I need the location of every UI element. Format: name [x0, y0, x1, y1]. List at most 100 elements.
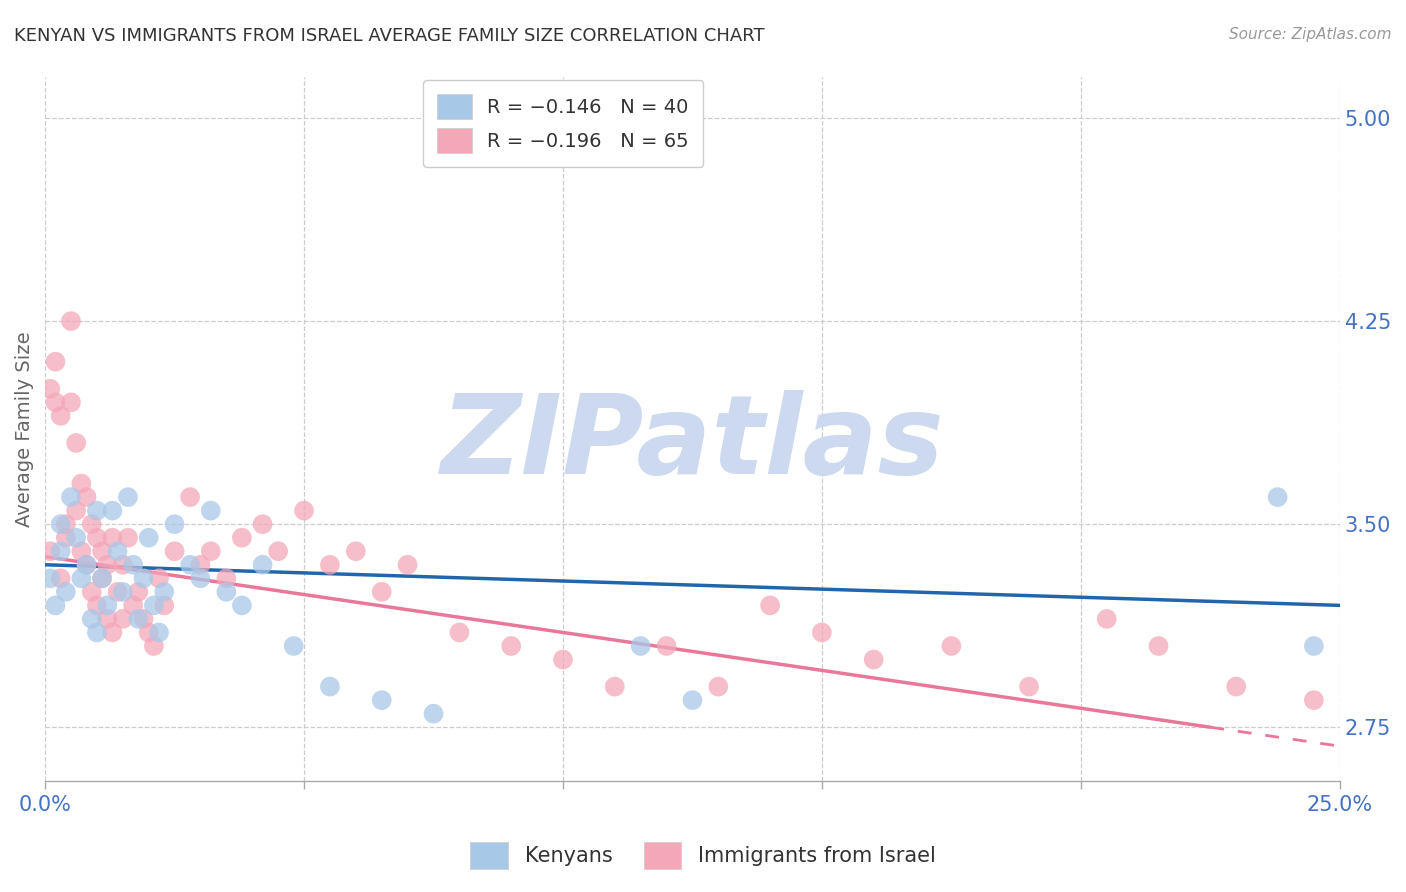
Point — [319, 558, 342, 572]
Point — [319, 680, 342, 694]
Point — [91, 571, 114, 585]
Point — [117, 531, 139, 545]
Point — [101, 503, 124, 517]
Point — [80, 517, 103, 532]
Point — [148, 625, 170, 640]
Point — [44, 355, 66, 369]
Point — [231, 531, 253, 545]
Point — [759, 599, 782, 613]
Point — [86, 531, 108, 545]
Point — [111, 558, 134, 572]
Point — [96, 612, 118, 626]
Point — [111, 585, 134, 599]
Point — [292, 503, 315, 517]
Point — [65, 531, 87, 545]
Point — [215, 585, 238, 599]
Point — [200, 503, 222, 517]
Point — [190, 571, 212, 585]
Point — [122, 599, 145, 613]
Point — [501, 639, 523, 653]
Point — [370, 693, 392, 707]
Point — [39, 382, 62, 396]
Point — [55, 517, 77, 532]
Point — [138, 531, 160, 545]
Point — [96, 558, 118, 572]
Point — [122, 558, 145, 572]
Point — [76, 490, 98, 504]
Point — [86, 625, 108, 640]
Point — [76, 558, 98, 572]
Point — [60, 490, 83, 504]
Point — [49, 409, 72, 423]
Point — [811, 625, 834, 640]
Point — [941, 639, 963, 653]
Point — [142, 599, 165, 613]
Point — [190, 558, 212, 572]
Point — [80, 585, 103, 599]
Point — [70, 544, 93, 558]
Point — [1147, 639, 1170, 653]
Point — [142, 639, 165, 653]
Point — [231, 599, 253, 613]
Point — [215, 571, 238, 585]
Text: KENYAN VS IMMIGRANTS FROM ISRAEL AVERAGE FAMILY SIZE CORRELATION CHART: KENYAN VS IMMIGRANTS FROM ISRAEL AVERAGE… — [14, 27, 765, 45]
Point — [60, 395, 83, 409]
Point — [1225, 680, 1247, 694]
Point — [44, 395, 66, 409]
Point — [55, 585, 77, 599]
Point — [1267, 490, 1289, 504]
Point — [681, 693, 703, 707]
Point — [179, 490, 201, 504]
Point — [101, 625, 124, 640]
Point — [101, 531, 124, 545]
Legend: Kenyans, Immigrants from Israel: Kenyans, Immigrants from Israel — [463, 834, 943, 877]
Point — [655, 639, 678, 653]
Point — [49, 544, 72, 558]
Point — [1095, 612, 1118, 626]
Point — [396, 558, 419, 572]
Point — [163, 517, 186, 532]
Point — [127, 585, 149, 599]
Point — [60, 314, 83, 328]
Point — [39, 571, 62, 585]
Point — [370, 585, 392, 599]
Point — [1302, 693, 1324, 707]
Point — [91, 571, 114, 585]
Text: ZIPatlas: ZIPatlas — [440, 390, 945, 497]
Point — [283, 639, 305, 653]
Point — [65, 436, 87, 450]
Point — [70, 571, 93, 585]
Point — [1018, 680, 1040, 694]
Point — [422, 706, 444, 721]
Point — [148, 571, 170, 585]
Point — [76, 558, 98, 572]
Point — [449, 625, 471, 640]
Point — [630, 639, 652, 653]
Point — [111, 612, 134, 626]
Text: Source: ZipAtlas.com: Source: ZipAtlas.com — [1229, 27, 1392, 42]
Point — [163, 544, 186, 558]
Point — [55, 531, 77, 545]
Point — [107, 585, 129, 599]
Point — [49, 517, 72, 532]
Point — [107, 544, 129, 558]
Point — [344, 544, 367, 558]
Point — [91, 544, 114, 558]
Point — [49, 571, 72, 585]
Point — [70, 476, 93, 491]
Point — [153, 585, 176, 599]
Point — [551, 652, 574, 666]
Point — [86, 503, 108, 517]
Point — [86, 599, 108, 613]
Point — [707, 680, 730, 694]
Point — [252, 517, 274, 532]
Point — [252, 558, 274, 572]
Point — [179, 558, 201, 572]
Point — [65, 503, 87, 517]
Point — [1302, 639, 1324, 653]
Point — [44, 599, 66, 613]
Point — [138, 625, 160, 640]
Point — [200, 544, 222, 558]
Point — [132, 571, 155, 585]
Point — [603, 680, 626, 694]
